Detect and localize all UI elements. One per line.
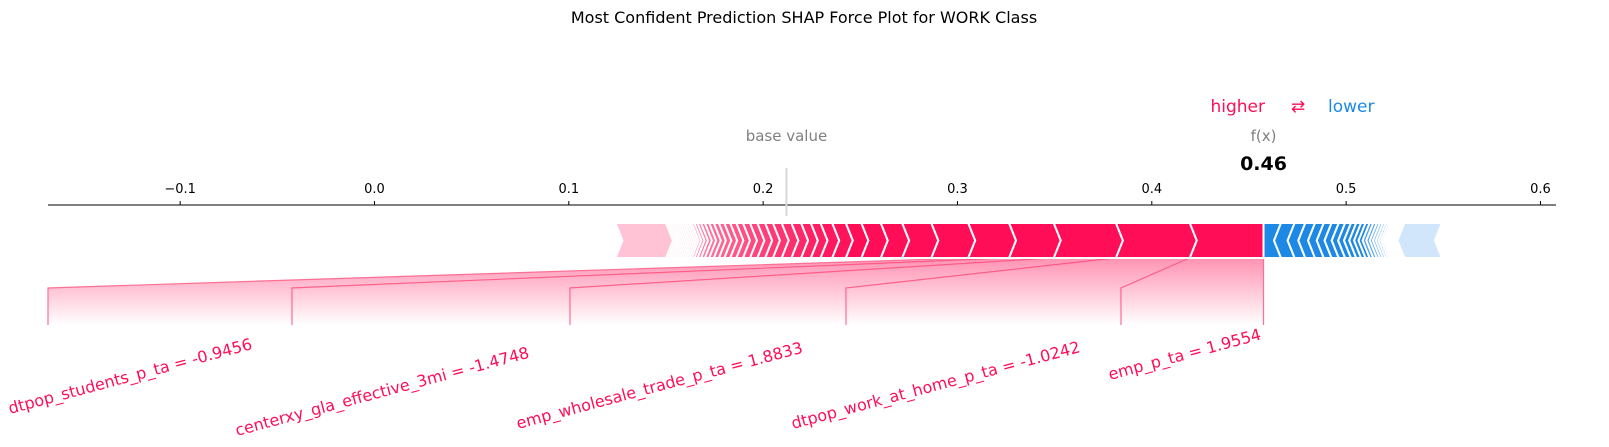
chart-title: Most Confident Prediction SHAP Force Plo… — [571, 8, 1037, 27]
legend-higher: higher — [1210, 97, 1265, 117]
fx-label: f(x) — [1251, 127, 1277, 145]
feature-labels: emp_p_ta = 1.9554 dtpop_work_at_home_p_ta… — [6, 325, 1263, 441]
feature-fan — [48, 258, 1009, 325]
feature-label: dtpop_work_at_home_p_ta = -1.0242 — [789, 337, 1082, 434]
fx-value: 0.46 — [1240, 153, 1287, 175]
x-tick-label: 0.0 — [364, 182, 385, 197]
feature-fan — [846, 258, 1190, 325]
x-tick-label: 0.5 — [1336, 182, 1357, 197]
positive-bar-segment — [1114, 222, 1198, 259]
x-axis: −0.1 0.0 0.1 0.2 0.3 0.4 0.5 0.6 — [48, 182, 1556, 206]
positive-bar-segment — [1188, 222, 1265, 259]
negative-bar-segment — [1396, 222, 1444, 259]
feature-connector — [47, 257, 969, 325]
legend-lower: lower — [1328, 97, 1374, 117]
legend-arrow-icon: ⇄ — [1291, 97, 1305, 117]
feature-label: emp_p_ta = 1.9554 — [1106, 325, 1263, 385]
x-tick-label: 0.3 — [947, 182, 968, 197]
x-tick-label: 0.1 — [558, 182, 579, 197]
feature-label: emp_wholesale_trade_p_ta = 1.8833 — [514, 338, 805, 434]
x-tick-label: 0.4 — [1141, 182, 1162, 197]
x-tick-label: 0.6 — [1530, 182, 1551, 197]
positive-bar-segment — [613, 222, 675, 259]
feature-fan — [1121, 258, 1264, 325]
feature-fan — [292, 258, 1054, 325]
feature-fan — [570, 258, 1116, 325]
legend: higher ⇄ lower — [1210, 97, 1374, 117]
feature-connectors — [47, 257, 1265, 325]
feature-label: dtpop_students_p_ta = -0.9456 — [6, 334, 254, 418]
value-markers: base value f(x) 0.46 — [746, 127, 1287, 216]
x-tick-label: −0.1 — [164, 182, 196, 197]
feature-label: centerxy_gla_effective_3mi = -1.4748 — [233, 343, 531, 441]
force-bars — [613, 222, 1444, 259]
positive-bar-segment — [1052, 222, 1124, 259]
base-value-label: base value — [746, 127, 828, 145]
x-tick-label: 0.2 — [753, 182, 774, 197]
